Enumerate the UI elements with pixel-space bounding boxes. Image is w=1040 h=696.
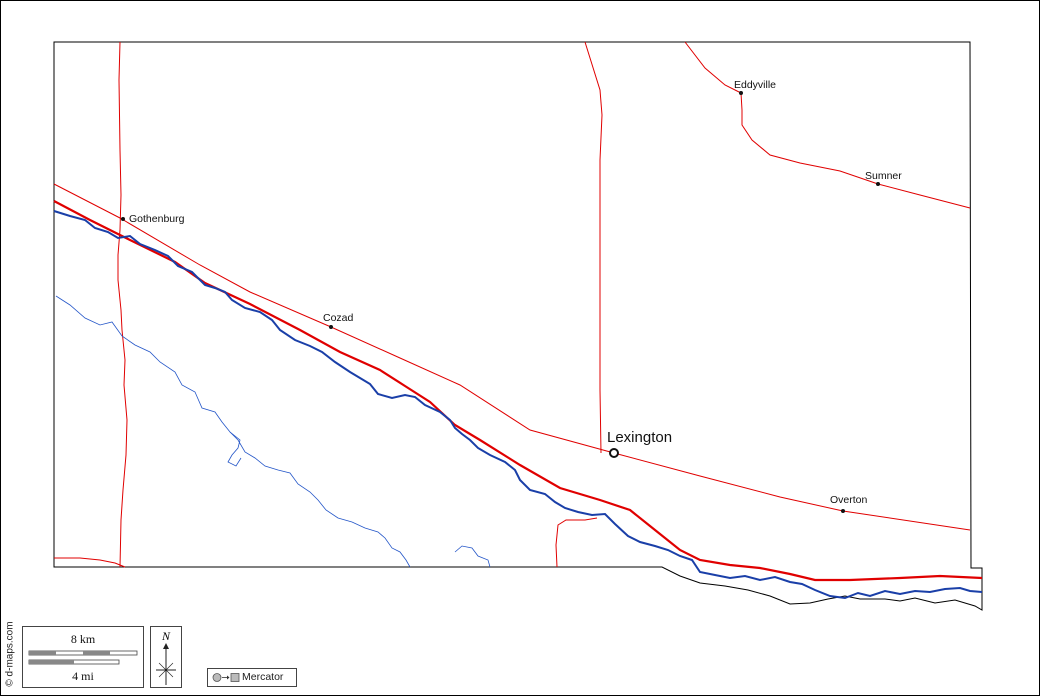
cozad-marker (329, 325, 333, 329)
north-label: N (161, 629, 170, 643)
road-eddyville-sumner (684, 41, 971, 209)
cozad-label: Cozad (323, 312, 354, 324)
scale-bars (28, 650, 138, 665)
sumner-label: Sumner (865, 170, 902, 182)
platte-river (53, 210, 983, 600)
eddyville-label: Eddyville (734, 79, 776, 91)
projection-icon (212, 673, 240, 682)
compass: N (150, 626, 182, 688)
overton-label: Overton (830, 494, 868, 506)
overton-marker (841, 509, 845, 513)
credit-text: © d-maps.com (4, 621, 16, 687)
gothenburg-marker (121, 217, 125, 221)
main-highway (53, 200, 983, 582)
streams (55, 295, 491, 568)
sumner-marker (876, 182, 880, 186)
lexington-marker (609, 448, 619, 458)
roads (53, 41, 971, 568)
compass-rose-icon (156, 643, 176, 685)
gothenburg-label: Gothenburg (129, 213, 185, 225)
projection-box: Mercator (207, 668, 297, 687)
town-markers (121, 91, 880, 513)
eddyville-marker (739, 91, 743, 95)
road-south-lexington (555, 517, 598, 568)
scale-km-label: 8 km (70, 632, 96, 646)
road-lexington-north (584, 41, 603, 454)
lexington-label: Lexington (607, 429, 672, 446)
scale-bar: 8 km 4 mi (22, 626, 144, 688)
credit: © d-maps.com (2, 612, 18, 696)
stream-east (454, 545, 491, 568)
projection-label: Mercator (242, 671, 284, 683)
road-us30 (53, 183, 971, 531)
county-border (53, 41, 983, 611)
stream-branch (227, 431, 242, 467)
stream-west (55, 295, 411, 568)
road-gothenburg-north (117, 41, 128, 568)
road-sw (54, 557, 126, 568)
scale-mi-label: 4 mi (72, 669, 94, 683)
